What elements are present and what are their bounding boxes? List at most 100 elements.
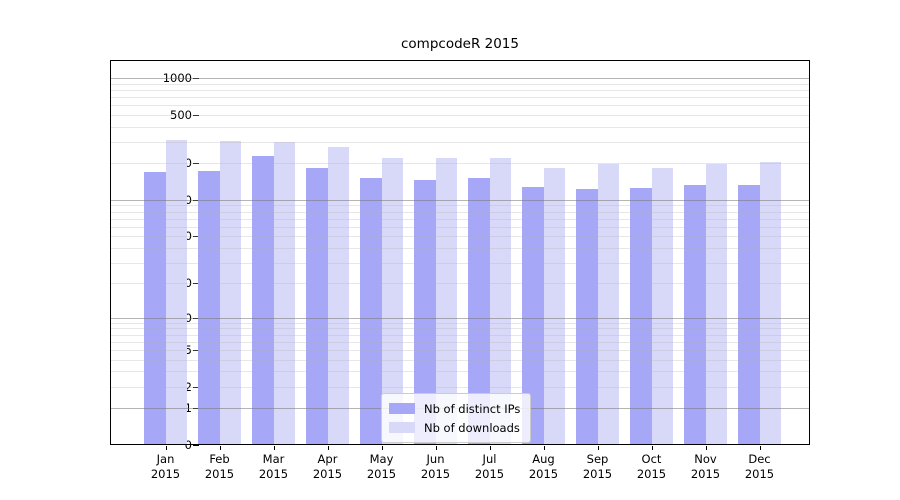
gridline-minor-900 [111,83,809,85]
gridline-minor-5 [111,349,809,351]
gridline-minor-600 [111,105,809,107]
y-tick-mark-500 [193,114,199,116]
gridline-minor-4 [111,359,809,361]
x-tick-mark-jul [489,446,491,450]
gridline-minor-30 [111,262,809,264]
gridline-minor-300 [111,141,809,143]
x-tick-label-aug: Aug 2015 [528,452,559,481]
legend: Nb of distinct IPs Nb of downloads [381,393,532,443]
x-tick-label-mar: Mar 2015 [258,452,289,481]
x-tick-label-apr: Apr 2015 [312,452,343,481]
bar-distinct-ips-aug [522,186,544,444]
legend-swatch-distinct-ips [389,403,415,414]
y-tick-mark-0 [193,445,199,446]
bar-downloads-dec [759,162,781,444]
gridline-minor-8 [111,328,809,330]
x-tick-mark-mar [273,446,275,450]
gridline-minor-50 [111,236,809,238]
gridline-minor-90 [111,205,809,207]
x-tick-label-jan: Jan 2015 [150,452,181,481]
legend-item-downloads: Nb of downloads [389,418,520,437]
bar-distinct-ips-sep [576,189,598,444]
gridline-minor-500 [111,114,809,116]
x-tick-label-feb: Feb 2015 [204,452,235,481]
bar-distinct-ips-jan [144,171,166,444]
x-tick-mark-nov [705,446,707,450]
x-tick-label-may: May 2015 [366,452,397,481]
bar-distinct-ips-oct [630,188,652,444]
axis-spine-top [110,60,810,61]
bar-downloads-nov [705,163,727,444]
y-tick-mark-50 [193,236,199,238]
gridline-minor-6 [111,341,809,343]
gridline-minor-60 [111,226,809,228]
bar-downloads-oct [651,167,673,444]
gridline-minor-2 [111,386,809,388]
axis-spine-right [809,60,810,445]
y-tick-label-0: 0 [184,438,192,452]
gridline-minor-9 [111,322,809,324]
bar-downloads-feb [219,141,241,444]
bar-downloads-mar [273,142,295,444]
x-tick-mark-may [381,446,383,450]
x-tick-mark-feb [219,446,221,450]
x-tick-label-jun: Jun 2015 [420,452,451,481]
y-tick-label-5: 5 [184,342,192,357]
y-tick-mark-200 [193,163,199,165]
x-tick-mark-jan [165,446,167,450]
bar-distinct-ips-may [360,178,382,444]
gridline-minor-80 [111,211,809,213]
axis-spine-bottom [110,444,810,445]
gridline-minor-20 [111,283,809,285]
gridline-minor-40 [111,247,809,249]
bar-downloads-jun [435,157,457,444]
bar-distinct-ips-apr [306,168,328,444]
gridline-major-100 [111,199,809,201]
x-tick-mark-aug [543,446,545,450]
gridline-minor-70 [111,218,809,220]
bar-downloads-jul [489,158,511,444]
gridline-minor-800 [111,89,809,91]
gridline-minor-3 [111,371,809,373]
gridline-minor-700 [111,97,809,98]
bar-distinct-ips-dec [738,185,760,444]
x-tick-mark-jun [435,446,437,450]
gridline-minor-7 [111,334,809,336]
gridline-minor-400 [111,126,809,128]
bar-downloads-sep [597,164,619,444]
x-tick-label-sep: Sep 2015 [582,452,613,481]
legend-label-downloads: Nb of downloads [424,420,520,435]
y-tick-label-2: 2 [184,379,192,394]
chart-title: compcodeR 2015 [401,36,519,52]
legend-item-distinct-ips: Nb of distinct IPs [389,399,520,418]
axis-spine-left [110,60,111,445]
y-tick-label-500: 500 [170,107,192,122]
bar-downloads-apr [327,147,349,444]
x-tick-mark-sep [597,446,599,450]
y-tick-mark-5 [193,349,199,351]
y-tick-mark-20 [193,283,199,285]
bar-distinct-ips-jul [468,177,490,444]
bar-distinct-ips-feb [198,171,220,444]
x-tick-mark-oct [651,446,653,450]
bar-distinct-ips-mar [252,155,274,444]
x-tick-label-dec: Dec 2015 [744,452,775,481]
x-tick-mark-apr [327,446,329,450]
bar-downloads-jan [165,139,187,444]
bar-downloads-may [381,158,403,444]
x-tick-mark-dec [759,446,761,450]
bar-distinct-ips-nov [684,185,706,444]
x-tick-label-oct: Oct 2015 [636,452,667,481]
bar-downloads-aug [543,167,565,444]
legend-swatch-downloads [389,422,415,433]
x-tick-label-nov: Nov 2015 [690,452,721,481]
legend-label-distinct-ips: Nb of distinct IPs [424,401,521,416]
x-tick-label-jul: Jul 2015 [474,452,505,481]
gridline-minor-200 [111,163,809,165]
y-tick-mark-2 [193,386,199,388]
gridline-major-10 [111,317,809,319]
plot-area [110,60,810,445]
bar-distinct-ips-jun [414,179,436,444]
gridline-major-1000 [111,78,809,79]
